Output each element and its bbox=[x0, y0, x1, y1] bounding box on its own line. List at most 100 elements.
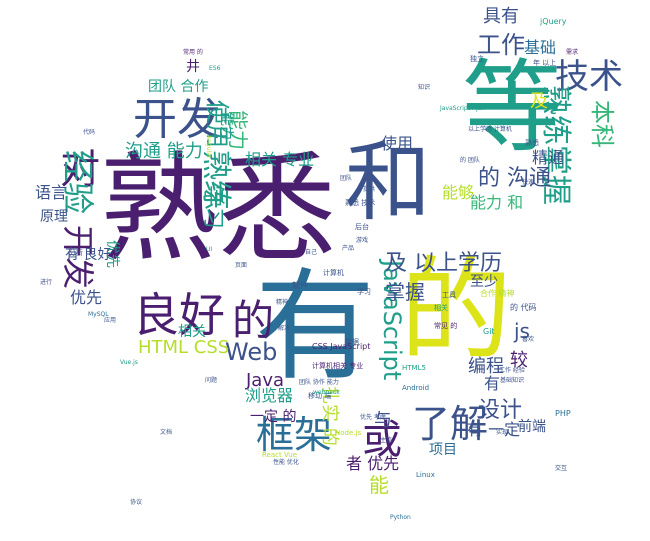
cloud-word: 快速 bbox=[522, 179, 535, 186]
cloud-word: React Vue bbox=[262, 451, 298, 459]
cloud-word: 较 bbox=[510, 350, 528, 371]
cloud-word: 学习 bbox=[200, 185, 225, 230]
cloud-word: 交互 bbox=[555, 465, 568, 472]
cloud-word: 协议 bbox=[130, 499, 143, 506]
cloud-word: 了解 bbox=[412, 402, 489, 446]
cloud-word: 实现 bbox=[496, 429, 509, 436]
cloud-word: PHP bbox=[555, 409, 571, 418]
cloud-word: 代码 bbox=[83, 129, 96, 136]
cloud-word: 精神 bbox=[276, 299, 289, 306]
cloud-word: 本科 bbox=[588, 100, 616, 148]
cloud-word: HTML CSS bbox=[138, 337, 230, 358]
cloud-word: 具有 bbox=[483, 6, 519, 27]
cloud-word: 应用 bbox=[104, 317, 117, 324]
cloud-word: 文档 bbox=[160, 429, 173, 436]
cloud-word: 或 bbox=[362, 417, 402, 463]
cloud-word: 工作 经验 bbox=[499, 367, 525, 374]
cloud-word: jQuery bbox=[540, 17, 567, 26]
cloud-word: Java bbox=[246, 370, 285, 391]
cloud-word: 团队 bbox=[340, 175, 353, 182]
cloud-word: 设计 bbox=[478, 398, 523, 423]
cloud-word: 熟悉 bbox=[100, 140, 337, 278]
cloud-word: 相关 专业 bbox=[245, 150, 315, 169]
cloud-word: Vue.js bbox=[120, 359, 138, 366]
cloud-word: UI bbox=[206, 246, 213, 253]
cloud-word: 工作 bbox=[477, 31, 525, 59]
cloud-word: 技术 bbox=[555, 57, 623, 97]
cloud-word: 能够 bbox=[442, 183, 475, 202]
cloud-word: 有 bbox=[255, 258, 375, 397]
cloud-word: 工具 bbox=[442, 291, 456, 299]
cloud-word: 分析 bbox=[69, 249, 83, 257]
cloud-word: 的 bbox=[400, 246, 512, 376]
cloud-word: 问题 bbox=[205, 377, 218, 384]
cloud-word: webpack bbox=[313, 389, 340, 396]
cloud-word: 常用 的 bbox=[183, 49, 203, 56]
cloud-word: 至少 bbox=[470, 274, 498, 290]
cloud-word: 及 以上学历 bbox=[385, 251, 502, 276]
cloud-word: 的 沟通 bbox=[478, 166, 551, 191]
cloud-word: 数据 bbox=[345, 338, 359, 346]
cloud-word: 对 bbox=[60, 147, 100, 193]
cloud-word: Python bbox=[390, 514, 411, 521]
cloud-word: 有 良好 bbox=[65, 247, 112, 263]
cloud-word: MySQL bbox=[88, 311, 109, 318]
cloud-word: 游戏 bbox=[356, 237, 369, 244]
cloud-word: 精通 bbox=[532, 148, 565, 167]
cloud-word: 产品 bbox=[342, 245, 355, 252]
cloud-word: Android bbox=[402, 384, 430, 392]
cloud-word: 框架 bbox=[256, 413, 333, 457]
cloud-word: ES6 bbox=[209, 65, 221, 72]
cloud-word: 独立 bbox=[470, 55, 484, 63]
cloud-word: 与 bbox=[374, 410, 392, 431]
cloud-word: 及 bbox=[530, 91, 548, 112]
cloud-word: Web bbox=[225, 338, 278, 366]
cloud-word: 计算机 bbox=[323, 269, 344, 277]
cloud-word: 主流 bbox=[380, 437, 393, 444]
cloud-word: 软件 bbox=[292, 281, 308, 290]
cloud-word: 能 bbox=[369, 473, 389, 497]
cloud-word: 编程 bbox=[468, 356, 504, 377]
cloud-word: 熟悉 bbox=[525, 139, 539, 147]
cloud-word: 年 以上 bbox=[533, 59, 557, 67]
cloud-word: 优先 bbox=[70, 288, 103, 307]
cloud-word: 基础 bbox=[524, 38, 557, 57]
cloud-word: 的 团队 bbox=[460, 157, 480, 164]
cloud-word: 相关 bbox=[434, 304, 448, 312]
cloud-word: HTML5 bbox=[402, 364, 426, 372]
cloud-word: 合作 精神 bbox=[480, 289, 515, 298]
cloud-word: js bbox=[514, 319, 530, 343]
cloud-word: 熟悉 技术 bbox=[345, 199, 376, 207]
cloud-word: JavaScript bbox=[378, 260, 406, 381]
cloud-word: 优先 bbox=[104, 240, 120, 268]
cloud-word: 提供 bbox=[363, 186, 376, 193]
cloud-word: CSS JavaScript bbox=[312, 342, 371, 351]
cloud-word: 原理 bbox=[40, 209, 68, 225]
cloud-word: 后台 bbox=[355, 223, 369, 231]
cloud-word: 团队 协作 能力 bbox=[299, 379, 339, 386]
cloud-word: 等 bbox=[462, 49, 562, 166]
cloud-word: JavaScript Ajax bbox=[440, 105, 485, 112]
cloud-word: Angular bbox=[205, 135, 212, 159]
cloud-word: 知识 bbox=[418, 84, 431, 91]
cloud-word: Linux bbox=[416, 471, 435, 479]
cloud-word: 进行 bbox=[40, 279, 53, 286]
cloud-word: 优先 考虑 bbox=[360, 414, 386, 421]
cloud-word: 的 bbox=[232, 296, 275, 345]
cloud-word: 解决 bbox=[278, 325, 291, 332]
cloud-word: 的 代码 bbox=[510, 303, 537, 312]
cloud-word: 良好 bbox=[133, 288, 225, 342]
cloud-word: 计算机相关 专业 bbox=[312, 362, 364, 370]
cloud-word: 浏览器 bbox=[245, 386, 294, 405]
cloud-word: 基础知识 bbox=[500, 377, 525, 384]
cloud-word: 团队 合作 bbox=[148, 79, 209, 95]
cloud-word: 前端 bbox=[518, 419, 546, 435]
cloud-word: 语言 bbox=[35, 183, 68, 202]
cloud-word: 相关 bbox=[178, 324, 206, 340]
cloud-word: 需求 bbox=[566, 49, 579, 56]
cloud-word: 有 一定 bbox=[467, 420, 521, 439]
cloud-word: 使用 bbox=[381, 134, 414, 153]
cloud-word: 以上学历 计算机 bbox=[468, 126, 512, 133]
cloud-word: 喜欢 bbox=[522, 336, 535, 343]
